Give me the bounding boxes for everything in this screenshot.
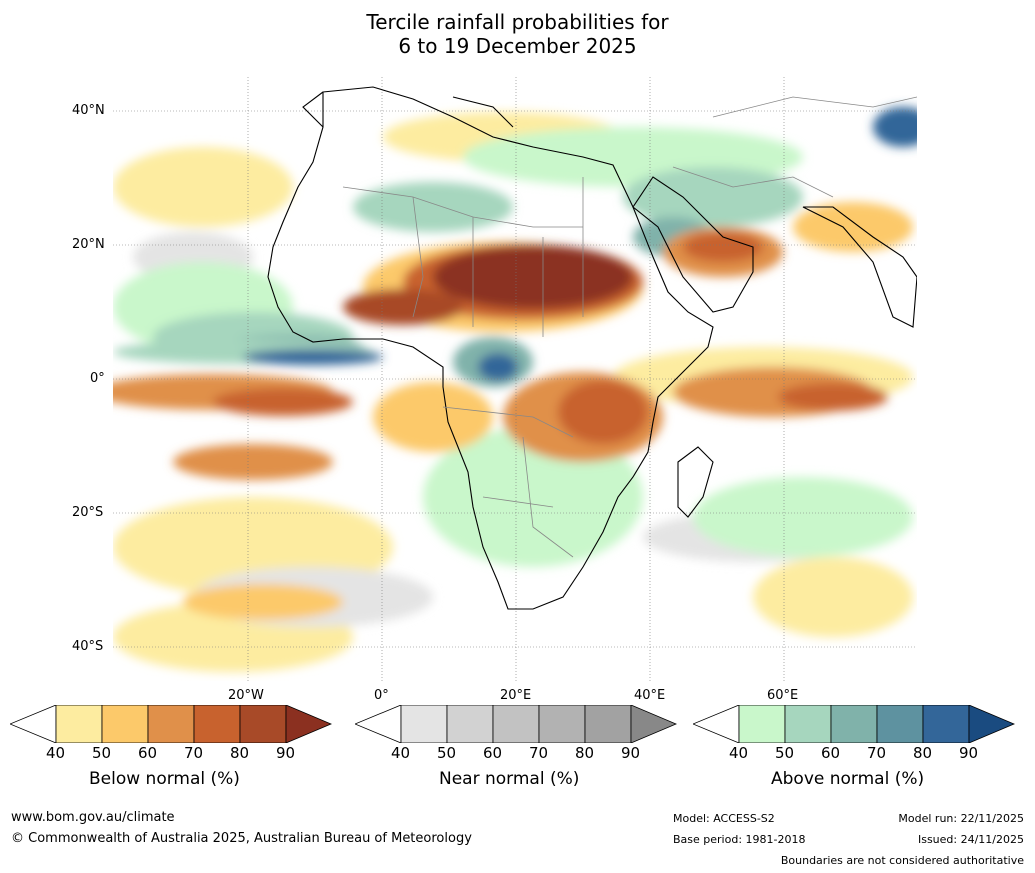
colorbar-tick-label: 50: [437, 744, 457, 762]
colorbar-tick-label: 50: [775, 744, 795, 762]
colorbar-segment: [968, 705, 1015, 743]
colorbar-tick-label: 70: [867, 744, 887, 762]
colorbar-segment: [876, 705, 924, 743]
colorbar-segment: [630, 705, 677, 743]
colorbar-segment: [101, 705, 149, 743]
colorbar-tick-label: 90: [276, 744, 296, 762]
colorbar-segment: [784, 705, 832, 743]
colorbar-tick-label: 40: [729, 744, 749, 762]
coastlines: [267, 86, 917, 610]
lon-label-20e: 20°E: [500, 688, 532, 703]
colorbar-segment: [446, 705, 494, 743]
colorbar-tick-label: 90: [959, 744, 979, 762]
graticule: [113, 77, 917, 681]
colorbar-above-normal: [693, 705, 1015, 743]
footer-model-run: Model run: 22/11/2025: [898, 812, 1024, 825]
colorbar-segment: [492, 705, 540, 743]
lat-label-20n: 20°N: [72, 237, 105, 252]
colorbar-tick-label: 80: [913, 744, 933, 762]
legend-label-near-normal: Near normal (%): [439, 769, 580, 789]
colorbar-tick-label: 60: [138, 744, 158, 762]
colorbar-tick-label: 80: [230, 744, 250, 762]
colorbar-segment: [400, 705, 448, 743]
lon-label-0: 0°: [374, 688, 389, 703]
colorbar-tick-label: 90: [621, 744, 641, 762]
footer-issued: Issued: 24/11/2025: [917, 833, 1024, 846]
footer-base-period: Base period: 1981-2018: [673, 833, 806, 846]
colorbar-segment: [285, 705, 332, 743]
lon-label-40e: 40°E: [634, 688, 666, 703]
footer-model: Model: ACCESS-S2: [673, 812, 775, 825]
colorbar-segment: [922, 705, 970, 743]
lon-label-20w: 20°W: [228, 688, 264, 703]
colorbar-tick-label: 70: [184, 744, 204, 762]
colorbar-tick-label: 40: [46, 744, 66, 762]
legend-label-below-normal: Below normal (%): [89, 769, 240, 789]
lat-label-0: 0°: [90, 371, 105, 386]
probability-field: [113, 107, 917, 672]
colorbar-tick-label: 80: [575, 744, 595, 762]
madagascar-outline: [677, 446, 714, 518]
footer-copyright: © Commonwealth of Australia 2025, Austra…: [11, 831, 472, 846]
colorbar-segment: [147, 705, 195, 743]
colorbar-tick-label: 60: [483, 744, 503, 762]
colorbar-segment: [738, 705, 786, 743]
footer-url: www.bom.gov.au/climate: [11, 810, 175, 825]
arabian-peninsula-outline: [632, 176, 754, 313]
colorbar-tick-label: 40: [391, 744, 411, 762]
colorbar-below-normal: [10, 705, 332, 743]
colorbar-segment: [355, 705, 402, 743]
colorbar-segment: [538, 705, 586, 743]
colorbar-segment: [239, 705, 287, 743]
colorbar-segment: [55, 705, 103, 743]
colorbar-tick-label: 70: [529, 744, 549, 762]
rainfall-probability-map: [113, 77, 917, 681]
footer-disclaimer: Boundaries are not considered authoritat…: [780, 854, 1024, 867]
title-line-2: 6 to 19 December 2025: [398, 34, 637, 58]
country-borders: [342, 96, 917, 558]
colorbar-segment: [584, 705, 632, 743]
india-outline: [802, 206, 917, 328]
lat-label-20s: 20°S: [72, 505, 104, 520]
lat-label-40s: 40°S: [72, 639, 104, 654]
title-line-1: Tercile rainfall probabilities for: [366, 10, 669, 34]
lat-label-40n: 40°N: [72, 103, 105, 118]
colorbar-segment: [693, 705, 740, 743]
colorbar-segment: [10, 705, 57, 743]
colorbar-near-normal: [355, 705, 677, 743]
lon-label-60e: 60°E: [767, 688, 799, 703]
colorbar-segment: [193, 705, 241, 743]
colorbar-segment: [830, 705, 878, 743]
legend-label-above-normal: Above normal (%): [771, 769, 925, 789]
colorbar-tick-label: 50: [92, 744, 112, 762]
colorbar-tick-label: 60: [821, 744, 841, 762]
